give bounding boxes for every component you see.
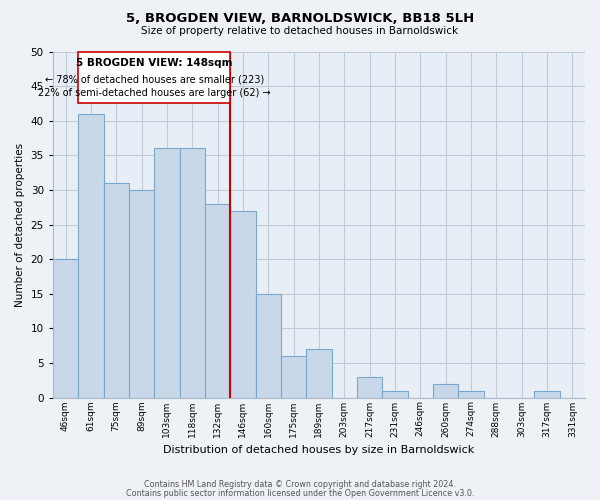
Text: 22% of semi-detached houses are larger (62) →: 22% of semi-detached houses are larger (… <box>38 88 271 98</box>
Bar <box>306 349 332 398</box>
Bar <box>104 183 129 398</box>
Text: Size of property relative to detached houses in Barnoldswick: Size of property relative to detached ho… <box>142 26 458 36</box>
Bar <box>154 148 179 398</box>
Text: Contains HM Land Registry data © Crown copyright and database right 2024.: Contains HM Land Registry data © Crown c… <box>144 480 456 489</box>
Bar <box>205 204 230 398</box>
Bar <box>179 148 205 398</box>
FancyBboxPatch shape <box>78 52 230 104</box>
Bar <box>458 390 484 398</box>
Bar <box>53 259 78 398</box>
Y-axis label: Number of detached properties: Number of detached properties <box>15 142 25 306</box>
Bar <box>256 294 281 398</box>
Text: 5 BROGDEN VIEW: 148sqm: 5 BROGDEN VIEW: 148sqm <box>76 58 232 68</box>
Text: 5, BROGDEN VIEW, BARNOLDSWICK, BB18 5LH: 5, BROGDEN VIEW, BARNOLDSWICK, BB18 5LH <box>126 12 474 26</box>
Bar <box>281 356 306 398</box>
Bar <box>230 210 256 398</box>
X-axis label: Distribution of detached houses by size in Barnoldswick: Distribution of detached houses by size … <box>163 445 475 455</box>
Bar <box>433 384 458 398</box>
Text: ← 78% of detached houses are smaller (223): ← 78% of detached houses are smaller (22… <box>44 74 264 84</box>
Bar <box>382 390 407 398</box>
Bar <box>357 377 382 398</box>
Text: Contains public sector information licensed under the Open Government Licence v3: Contains public sector information licen… <box>126 488 474 498</box>
Bar <box>535 390 560 398</box>
Bar <box>78 114 104 398</box>
Bar <box>129 190 154 398</box>
